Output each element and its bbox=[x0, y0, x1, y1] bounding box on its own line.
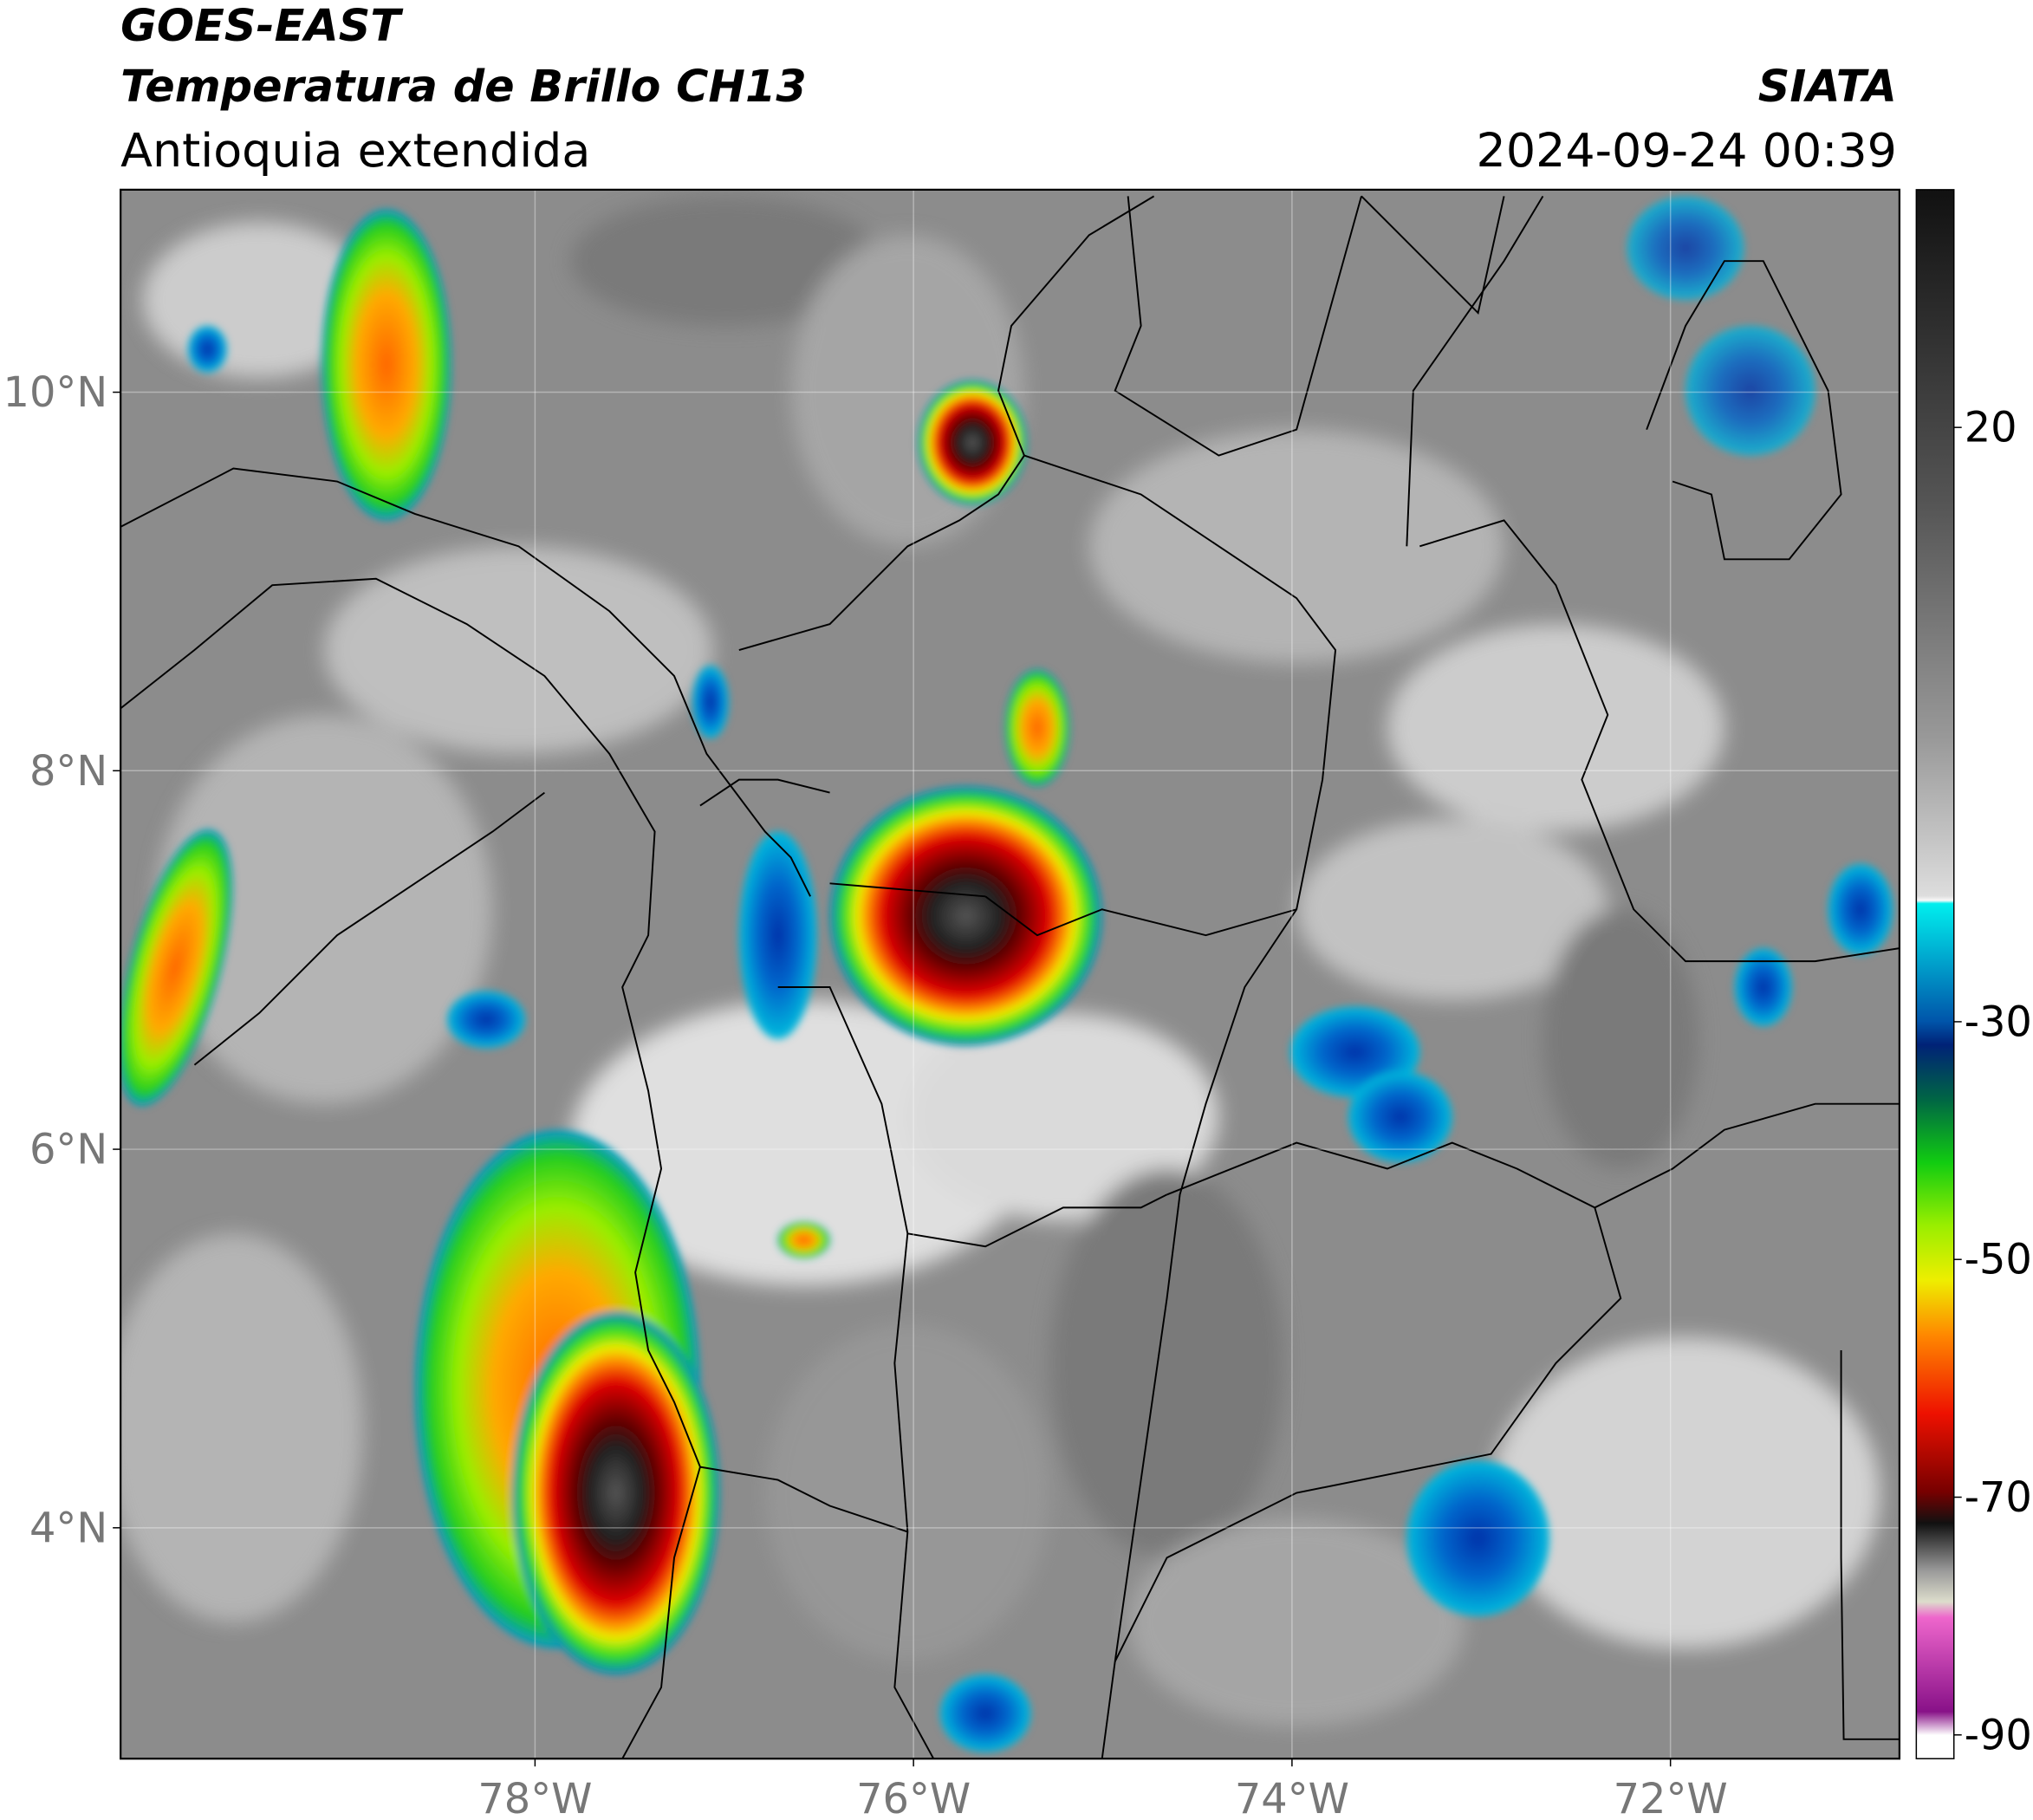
lon-tick-label: 72°W bbox=[1614, 1776, 1728, 1820]
colorbar-tick-label: -70 bbox=[1965, 1474, 2032, 1522]
borders bbox=[120, 195, 1900, 1759]
datetime-label: 2024-09-24 00:39 bbox=[1477, 123, 1897, 178]
lat-tick-label: 6°N bbox=[29, 1127, 107, 1174]
agency-label: SIATA bbox=[1758, 61, 1897, 112]
lat-tick-label: 4°N bbox=[29, 1505, 107, 1552]
colorbar bbox=[1915, 189, 1955, 1759]
colorbar-tick-label: -50 bbox=[1965, 1237, 2032, 1284]
lon-tick-label: 78°W bbox=[477, 1776, 592, 1820]
region-subtitle: Antioquia extendida bbox=[120, 123, 590, 178]
lat-tick-label: 8°N bbox=[29, 748, 107, 796]
satellite-title: GOES-EAST bbox=[120, 0, 404, 51]
lon-tick-label: 76°W bbox=[856, 1776, 971, 1820]
product-title: Temperatura de Brillo CH13 bbox=[120, 61, 807, 112]
lat-tick-label: 10°N bbox=[3, 369, 108, 417]
satellite-image bbox=[120, 189, 1900, 1759]
colorbar-tick-label: -30 bbox=[1965, 998, 2032, 1046]
colorbar-tick-label: -90 bbox=[1965, 1712, 2032, 1759]
colorbar-tick-label: 20 bbox=[1965, 405, 2017, 452]
map-frame bbox=[120, 188, 1901, 1760]
lon-tick-label: 74°W bbox=[1235, 1776, 1349, 1820]
